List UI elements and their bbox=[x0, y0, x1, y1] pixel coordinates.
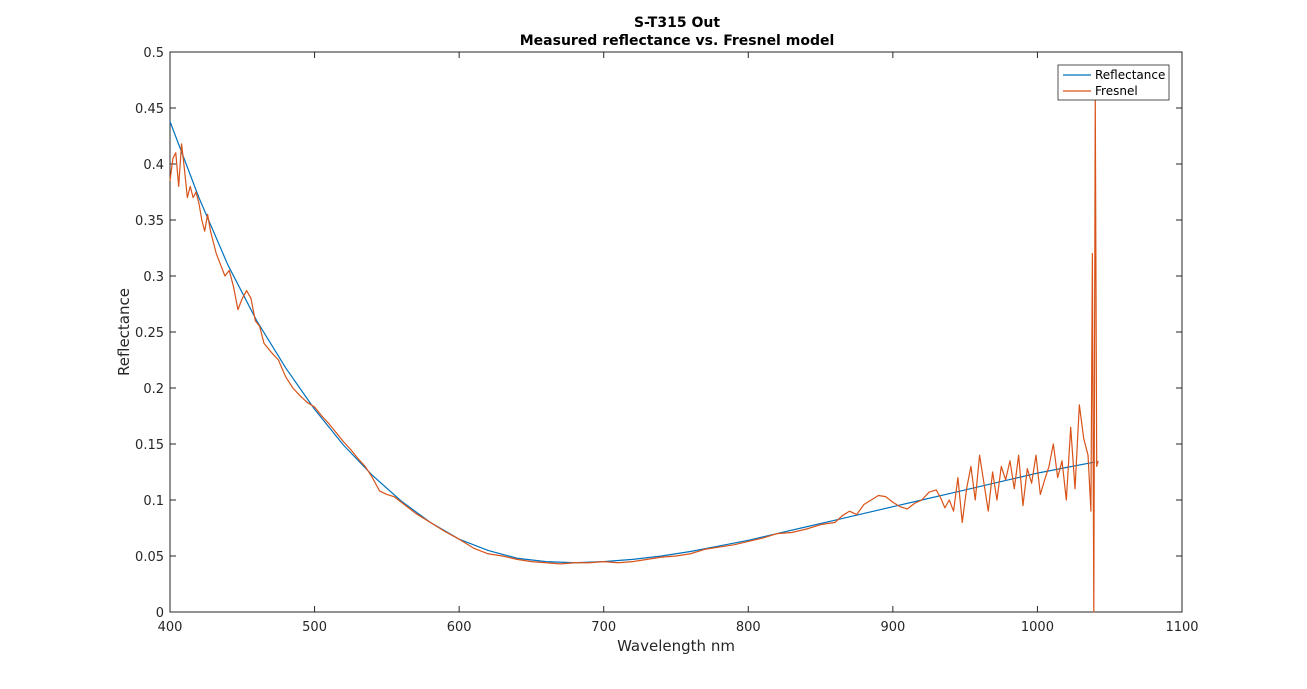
x-tick-label: 1000 bbox=[1021, 620, 1054, 635]
legend-box bbox=[1057, 64, 1170, 101]
legend-label-fresnel: Fresnel bbox=[1095, 84, 1138, 98]
y-tick-label: 0.45 bbox=[135, 102, 164, 117]
series-line-reflectance bbox=[169, 121, 1096, 564]
y-tick-label: 0.2 bbox=[143, 382, 164, 397]
x-tick-label: 900 bbox=[880, 620, 905, 635]
x-tick-label: 400 bbox=[158, 620, 183, 635]
series-layer bbox=[169, 96, 1099, 613]
y-tick-label: 0.25 bbox=[135, 326, 164, 341]
y-axis-label: Reflectance bbox=[115, 288, 133, 376]
legend: Reflectance Fresnel bbox=[1057, 64, 1170, 101]
y-tick-label: 0.05 bbox=[135, 550, 164, 565]
x-tick-label: 700 bbox=[591, 620, 616, 635]
y-tick-label: 0.4 bbox=[143, 158, 164, 173]
plot-area bbox=[169, 51, 1183, 613]
x-tick-label: 1100 bbox=[1165, 620, 1198, 635]
y-tick-label: 0.3 bbox=[143, 270, 164, 285]
y-axis: 0 0.05 0.1 0.15 0.2 0.25 0.3 0.35 0.4 0.45 0.5 bbox=[135, 46, 1182, 621]
y-tick-label: 0.5 bbox=[143, 46, 164, 61]
legend-label-reflectance: Reflectance bbox=[1095, 68, 1165, 82]
y-tick-label: 0.35 bbox=[135, 214, 164, 229]
x-tick-label: 500 bbox=[302, 620, 327, 635]
x-axis: 400 500 600 700 800 900 1000 1100 bbox=[158, 52, 1199, 635]
y-tick-label: 0.1 bbox=[143, 494, 164, 509]
chart-subtitle: Measured reflectance vs. Fresnel model bbox=[520, 33, 835, 49]
series-line-fresnel bbox=[169, 96, 1099, 613]
y-tick-label: 0 bbox=[156, 606, 164, 621]
x-tick-label: 600 bbox=[447, 620, 472, 635]
chart-title: S-T315 Out bbox=[634, 15, 720, 31]
x-axis-label: Wavelength nm bbox=[617, 637, 735, 655]
y-tick-label: 0.15 bbox=[135, 438, 164, 453]
x-tick-label: 800 bbox=[736, 620, 761, 635]
